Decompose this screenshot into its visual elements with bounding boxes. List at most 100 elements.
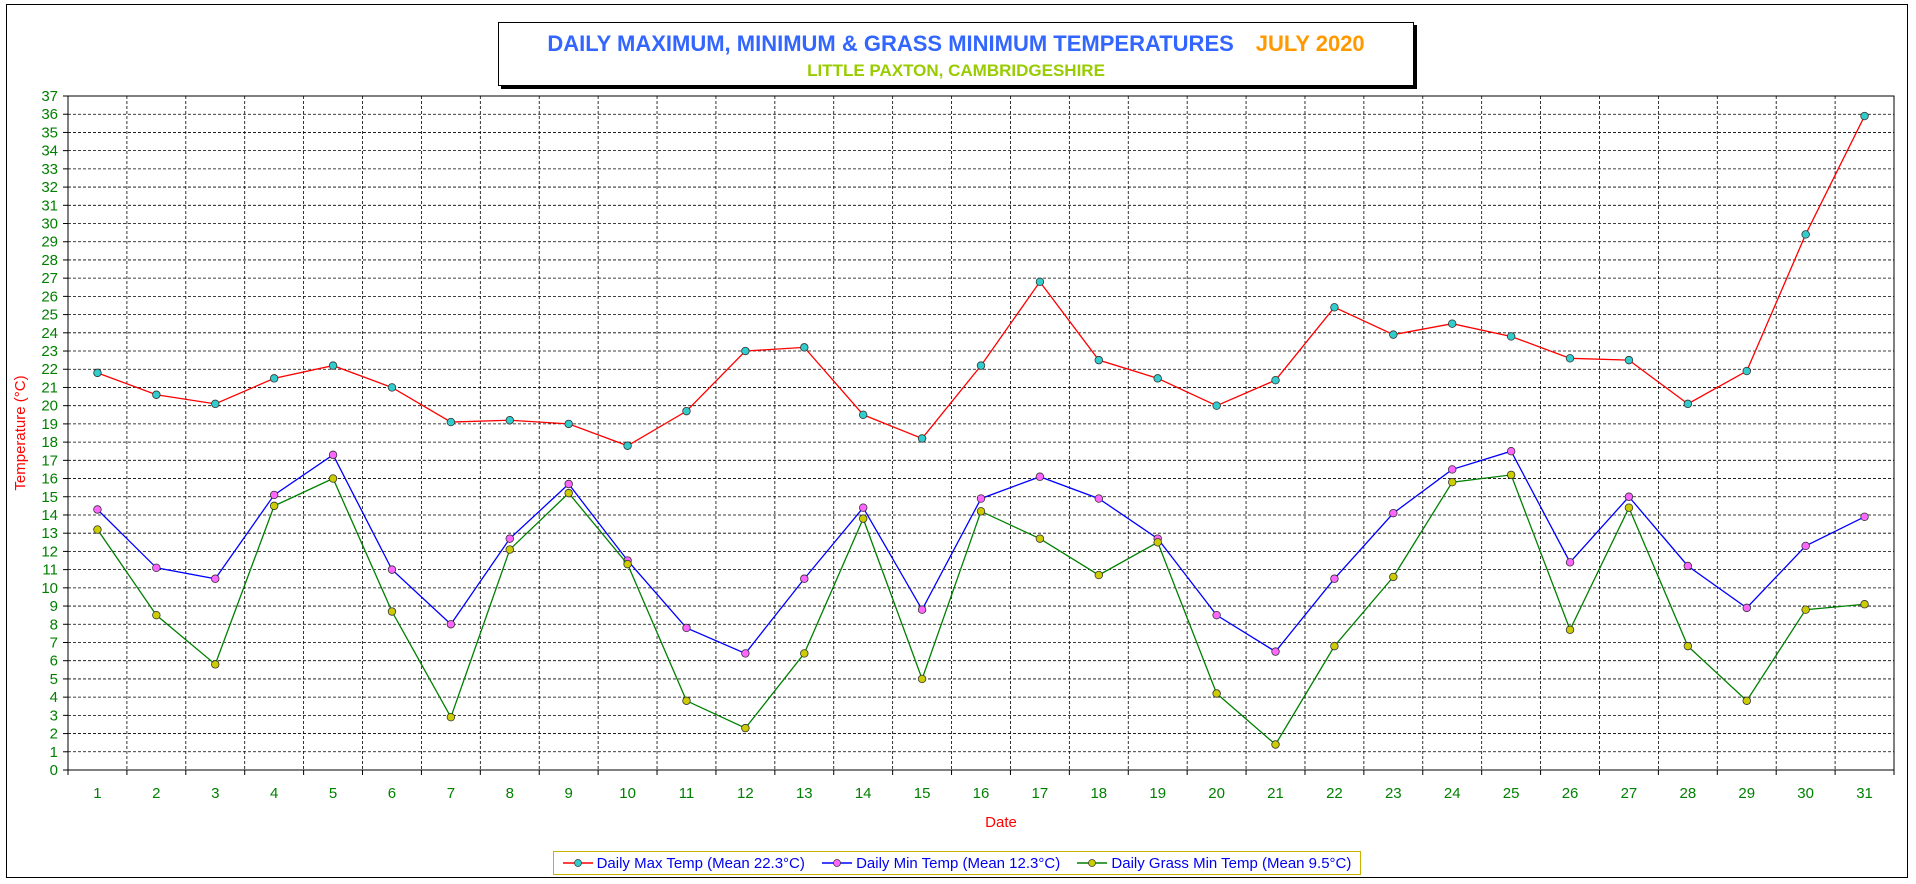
data-point-min-temp	[682, 623, 691, 633]
data-point-min-temp	[1094, 494, 1104, 503]
y-tick-label: 12	[41, 543, 58, 560]
x-tick-label: 7	[447, 785, 455, 802]
data-point-max-temp	[682, 406, 691, 416]
x-tick-label: 10	[619, 785, 636, 802]
data-point-max-temp	[505, 416, 514, 425]
legend-swatch-min	[822, 859, 853, 867]
data-point-max-temp	[387, 383, 397, 392]
y-tick-label: 3	[50, 707, 58, 724]
x-tick-label: 23	[1385, 785, 1402, 802]
data-point-grass-min-temp	[269, 501, 279, 511]
y-tick-label: 36	[41, 106, 58, 123]
data-point-min-temp	[387, 565, 397, 574]
data-point-max-temp	[328, 361, 338, 370]
x-tick-label: 24	[1444, 785, 1461, 802]
chart-frame	[6, 4, 1908, 878]
data-point-min-temp	[211, 574, 220, 583]
data-point-min-temp	[1624, 492, 1634, 501]
data-point-grass-min-temp	[800, 649, 809, 658]
plot-area	[67, 95, 1895, 771]
data-point-grass-min-temp	[1330, 641, 1339, 651]
data-point-max-temp	[1683, 399, 1693, 409]
data-point-grass-min-temp	[682, 696, 691, 705]
data-point-grass-min-temp	[1565, 625, 1575, 634]
y-tick-label: 13	[41, 525, 58, 542]
data-point-grass-min-temp	[1212, 689, 1221, 698]
data-point-max-temp	[1448, 319, 1457, 328]
data-point-min-temp	[1860, 512, 1869, 521]
data-point-grass-min-temp	[1860, 600, 1869, 609]
data-point-min-temp	[976, 494, 986, 503]
legend-item-max: Daily Max Temp (Mean 22.3°C)	[562, 854, 805, 872]
data-point-max-temp	[917, 434, 927, 443]
data-point-grass-min-temp	[1389, 572, 1398, 582]
legend-label-min: Daily Min Temp (Mean 12.3°C)	[856, 854, 1061, 872]
data-point-grass-min-temp	[1683, 641, 1693, 651]
data-point-min-temp	[1330, 574, 1339, 583]
data-point-max-temp	[858, 410, 868, 419]
data-point-min-temp	[564, 479, 573, 489]
y-tick-label: 11	[42, 562, 58, 579]
y-tick-label: 37	[41, 88, 58, 105]
y-tick-label: 6	[50, 653, 58, 670]
data-point-max-temp	[623, 441, 632, 450]
y-tick-label: 31	[41, 197, 58, 214]
data-point-min-temp	[1683, 561, 1693, 571]
grid-lines	[68, 95, 1894, 770]
series-grass-min-temp	[93, 470, 1869, 749]
title-line: DAILY MAXIMUM, MINIMUM & GRASS MINIMUM T…	[499, 31, 1413, 57]
y-tick-label: 25	[41, 307, 58, 324]
data-point-min-temp	[1271, 647, 1280, 656]
data-point-max-temp	[211, 399, 220, 409]
x-tick-label: 30	[1797, 785, 1814, 802]
data-point-max-temp	[800, 343, 809, 352]
data-point-grass-min-temp	[1506, 470, 1516, 480]
y-tick-label: 17	[41, 452, 58, 469]
y-tick-label: 21	[41, 379, 58, 396]
x-tick-label: 11	[679, 785, 695, 802]
x-tick-label: 28	[1679, 785, 1696, 802]
legend: Daily Max Temp (Mean 22.3°C) Daily Min T…	[553, 851, 1361, 875]
x-tick-label: 22	[1326, 785, 1343, 802]
y-tick-label: 28	[41, 252, 58, 269]
x-tick-label: 12	[737, 785, 754, 802]
chart-subtitle: LITTLE PAXTON, CAMBRIDGESHIRE	[807, 61, 1105, 80]
legend-label-grass-min: Daily Grass Min Temp (Mean 9.5°C)	[1111, 854, 1352, 872]
x-tick-label: 4	[270, 785, 278, 802]
y-tick-label: 24	[41, 325, 58, 342]
data-point-max-temp	[1801, 230, 1810, 239]
y-tick-label: 14	[41, 507, 58, 524]
legend-swatch-max	[562, 859, 593, 867]
x-tick-label: 15	[914, 785, 931, 802]
data-point-min-temp	[800, 574, 809, 583]
data-point-max-temp	[446, 417, 456, 427]
data-point-min-temp	[269, 490, 279, 500]
y-tick-label: 15	[41, 489, 58, 506]
legend-item-grass-min: Daily Grass Min Temp (Mean 9.5°C)	[1077, 855, 1351, 872]
legend-label-max: Daily Max Temp (Mean 22.3°C)	[596, 854, 805, 872]
y-tick-label: 22	[41, 361, 58, 378]
y-tick-label: 2	[50, 726, 58, 743]
legend-swatch-grass-min	[1077, 859, 1108, 867]
data-point-grass-min-temp	[858, 514, 868, 523]
title-box: DAILY MAXIMUM, MINIMUM & GRASS MINIMUM T…	[498, 22, 1414, 86]
y-tick-label: 32	[41, 179, 58, 196]
data-point-grass-min-temp	[1153, 538, 1162, 547]
data-point-min-temp	[328, 450, 338, 460]
data-point-grass-min-temp	[1801, 605, 1810, 614]
data-point-grass-min-temp	[1742, 696, 1751, 705]
y-tick-label: 5	[50, 671, 58, 688]
data-point-max-temp	[1506, 332, 1516, 341]
y-tick-label: 10	[41, 580, 58, 597]
y-tick-label: 9	[50, 598, 58, 615]
data-point-max-temp	[741, 346, 750, 356]
data-point-grass-min-temp	[446, 712, 456, 722]
data-point-min-temp	[858, 503, 868, 512]
data-point-min-temp	[1801, 541, 1810, 551]
x-tick-label: 17	[1032, 785, 1049, 802]
data-point-max-temp	[1330, 303, 1339, 312]
data-point-min-temp	[152, 563, 161, 572]
y-tick-label: 1	[50, 744, 58, 761]
data-point-grass-min-temp	[741, 723, 750, 733]
x-tick-label: 31	[1856, 785, 1873, 802]
